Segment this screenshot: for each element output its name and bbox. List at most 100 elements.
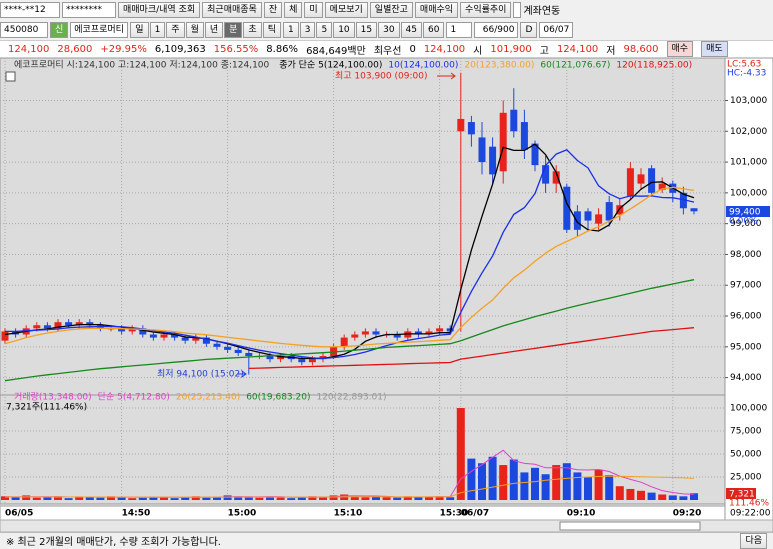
minute-button[interactable]: 10 [333, 21, 355, 38]
period-button[interactable]: 초 [243, 21, 262, 38]
toolbar-button[interactable]: 미 [304, 1, 323, 18]
minute-button[interactable]: 30 [378, 21, 400, 38]
arrow [437, 72, 456, 80]
volume-bar [446, 497, 455, 500]
volume-bar [403, 496, 412, 500]
candle-body [584, 211, 592, 221]
toolbar-button[interactable]: 체 [284, 1, 303, 18]
candle-body [626, 168, 634, 196]
volume-bar [266, 496, 274, 500]
axis-panel [724, 57, 773, 521]
toolbar-button[interactable]: 매매수익 [414, 1, 459, 18]
name-field: 에코프로머티 [70, 21, 129, 38]
toolbar-button[interactable]: 메모보기 [324, 1, 368, 18]
legend-entry: 60(121,076.67) [540, 61, 610, 71]
period-button[interactable]: 년 [204, 21, 224, 38]
candle-body [414, 331, 422, 335]
hc-label: HC:-4.33 [727, 69, 766, 79]
last-rate-label: 0.00% [729, 217, 758, 227]
period-button[interactable]: 분 [224, 21, 243, 38]
checkbox[interactable]: 계좌연동 [513, 1, 560, 18]
date-field[interactable]: 06/07 [539, 21, 574, 38]
ma-line [4, 279, 695, 382]
x-tick-label: 09:20 [673, 509, 702, 519]
candle-body [573, 211, 581, 230]
period-button[interactable]: 일 [130, 21, 149, 38]
volume-bar [149, 497, 158, 500]
account-input[interactable]: ****-**12 [0, 1, 60, 18]
open: 101,900 [490, 43, 532, 55]
candle-body [65, 322, 73, 326]
minute-button[interactable]: 45 [400, 21, 422, 38]
volume-bar [425, 496, 433, 500]
sell-button[interactable]: 매도 [701, 41, 728, 57]
price-panel [0, 57, 726, 396]
volume-bar [456, 408, 465, 500]
ma-line [5, 475, 695, 498]
volume-bar [435, 496, 444, 500]
candle-body [361, 331, 369, 335]
volume-bar [22, 495, 31, 500]
toolbar-buttons: 매매마크/내역 조회 최근매매종목 잔 체 미 메모보기 일별잔고 매매수익 수익률추이 [118, 1, 512, 18]
toolbar-button[interactable]: 매매마크/내역 조회 [118, 1, 201, 18]
candle-body [86, 322, 94, 326]
x-tick-label: 15:30 [440, 509, 469, 519]
minute-buttons: 1 3 5 10 15 30 45 60 [282, 21, 445, 38]
volume-bar [54, 496, 62, 500]
candle-body [648, 168, 656, 193]
volume-bar [562, 463, 571, 500]
candle-body [1, 331, 9, 341]
ma-line [5, 149, 695, 360]
volume-bar [382, 497, 391, 500]
volume-bar [372, 496, 380, 500]
minute-button[interactable]: 60 [423, 21, 445, 38]
x-tick-label: 15:10 [334, 509, 363, 519]
code-input[interactable]: 450080 [0, 21, 48, 38]
candle-body [149, 334, 157, 338]
period-button[interactable]: 1 [149, 21, 166, 38]
volume-bar [499, 465, 508, 500]
volume-bar [191, 496, 200, 500]
last-volume-rate: 111.46% [729, 499, 769, 509]
y-tick-label: 100,000 [730, 188, 767, 198]
toolbar-button[interactable]: 잔 [263, 1, 283, 18]
count-select[interactable]: 1 [446, 21, 473, 38]
legend-entry: 20(25,213.40) [176, 393, 240, 403]
date-mode[interactable]: D [520, 21, 538, 38]
period-button[interactable]: 주 [166, 21, 185, 38]
toolbar-button[interactable]: 최근매매종목 [202, 1, 262, 18]
toolbar-button[interactable]: 일별잔고 [369, 1, 413, 18]
chart-info: 에코프로머티 시:124,100 고:124,100 저:124,100 종:1… [14, 60, 270, 71]
minute-button[interactable]: 5 [316, 21, 333, 38]
password-input[interactable]: ******** [62, 1, 116, 18]
volume-bar [160, 496, 168, 500]
low: 98,600 [623, 43, 659, 55]
legend-entry: 20(123,380.00) [464, 61, 534, 71]
candle-body [128, 328, 136, 332]
volume-bar [223, 495, 232, 500]
candle-body [679, 192, 687, 209]
volume-bar [43, 497, 52, 500]
volume-bar [626, 488, 635, 500]
candle-body [690, 208, 698, 212]
volume-bar [393, 497, 402, 500]
candle-body [234, 349, 242, 353]
ma-line [248, 327, 695, 370]
minute-button[interactable]: 15 [355, 21, 378, 38]
minute-button[interactable]: 1 [282, 21, 299, 38]
x-tick-label: 06/07 [461, 509, 489, 519]
toolbar-button[interactable]: 수익률추이 [460, 1, 512, 18]
legend-entry: 거래량(13,348.00) [14, 391, 92, 403]
period-button[interactable]: 월 [185, 21, 204, 38]
minute-button[interactable]: 3 [299, 21, 316, 38]
candle-body [457, 118, 465, 132]
candle-body [542, 165, 550, 184]
legend-entry: 10(124,100.00) [388, 61, 458, 71]
candle-body [43, 325, 51, 329]
y-tick-label: 98,000 [730, 250, 762, 260]
buy-button[interactable]: 매수 [666, 41, 694, 57]
scroll-thumb [559, 521, 701, 531]
x-tick-label: 06/05 [5, 509, 33, 519]
next-button[interactable]: 다음 [740, 532, 767, 549]
period-button[interactable]: 틱 [262, 21, 281, 38]
